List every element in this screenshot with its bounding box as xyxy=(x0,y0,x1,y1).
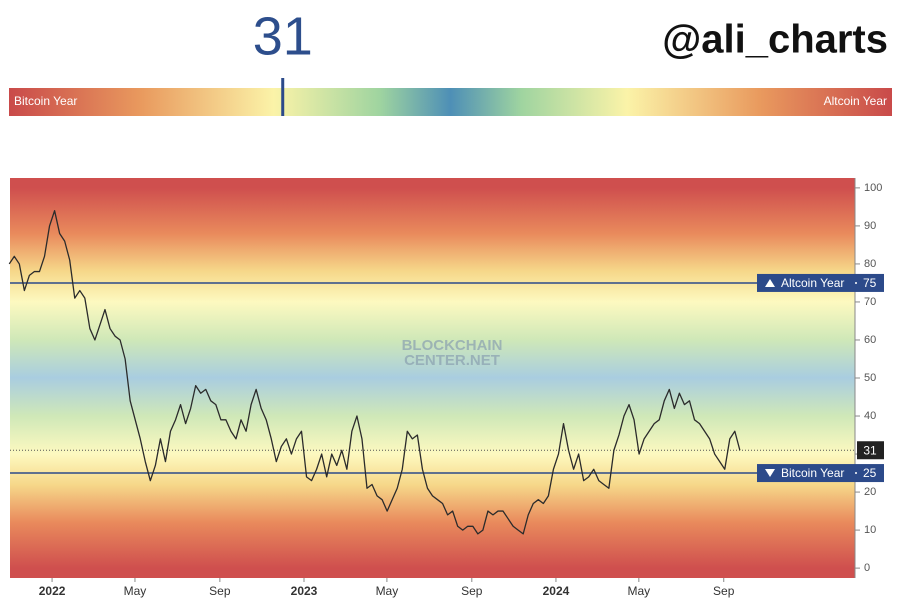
x-tick-label: May xyxy=(376,584,399,598)
reference-label: Altcoin Year xyxy=(781,276,844,290)
current-value: 31 xyxy=(253,6,313,66)
watermark: CENTER.NET xyxy=(404,352,500,369)
plot-area: BLOCKCHAINCENTER.NET01020304050607080901… xyxy=(8,178,884,598)
y-tick-label: 0 xyxy=(864,562,870,574)
reference-value: 25 xyxy=(863,466,877,480)
x-tick-label: Sep xyxy=(713,584,735,598)
y-tick-label: 20 xyxy=(864,486,876,498)
separator-dot xyxy=(855,472,857,475)
plot-background xyxy=(10,178,855,578)
x-tick-label: 2024 xyxy=(543,584,570,598)
x-tick-label: 2023 xyxy=(291,584,318,598)
brand: @ali_charts xyxy=(662,18,888,62)
reference-arrow xyxy=(765,469,775,478)
reference-label-box xyxy=(757,464,884,483)
y-tick-label: 40 xyxy=(864,410,876,422)
y-tick-label: 10 xyxy=(864,524,876,536)
reference-value: 75 xyxy=(863,276,877,290)
y-tick-label: 80 xyxy=(864,258,876,270)
reference-label-box xyxy=(757,273,884,292)
season-scale xyxy=(9,88,892,116)
x-tick-label: May xyxy=(628,584,651,598)
y-tick-label: 50 xyxy=(864,372,876,384)
y-tick-label: 60 xyxy=(864,334,876,346)
y-tick-label: 90 xyxy=(864,220,876,232)
y-tick-label: 70 xyxy=(864,296,876,308)
reference-arrow xyxy=(765,278,775,287)
x-tick-label: Sep xyxy=(461,584,483,598)
y-tick-label: 100 xyxy=(864,182,882,194)
x-tick-label: Sep xyxy=(209,584,231,598)
current-value-box xyxy=(857,441,884,460)
scale-right-label: Altcoin Year xyxy=(824,94,887,108)
separator-dot xyxy=(855,281,857,284)
scale-left-label: Bitcoin Year xyxy=(14,94,77,108)
x-tick-label: May xyxy=(124,584,147,598)
watermark: BLOCKCHAIN xyxy=(402,337,503,354)
x-tick-label: 2022 xyxy=(39,584,66,598)
index-line xyxy=(8,210,741,535)
current-value-label: 31 xyxy=(863,443,877,457)
reference-label: Bitcoin Year xyxy=(781,466,844,480)
